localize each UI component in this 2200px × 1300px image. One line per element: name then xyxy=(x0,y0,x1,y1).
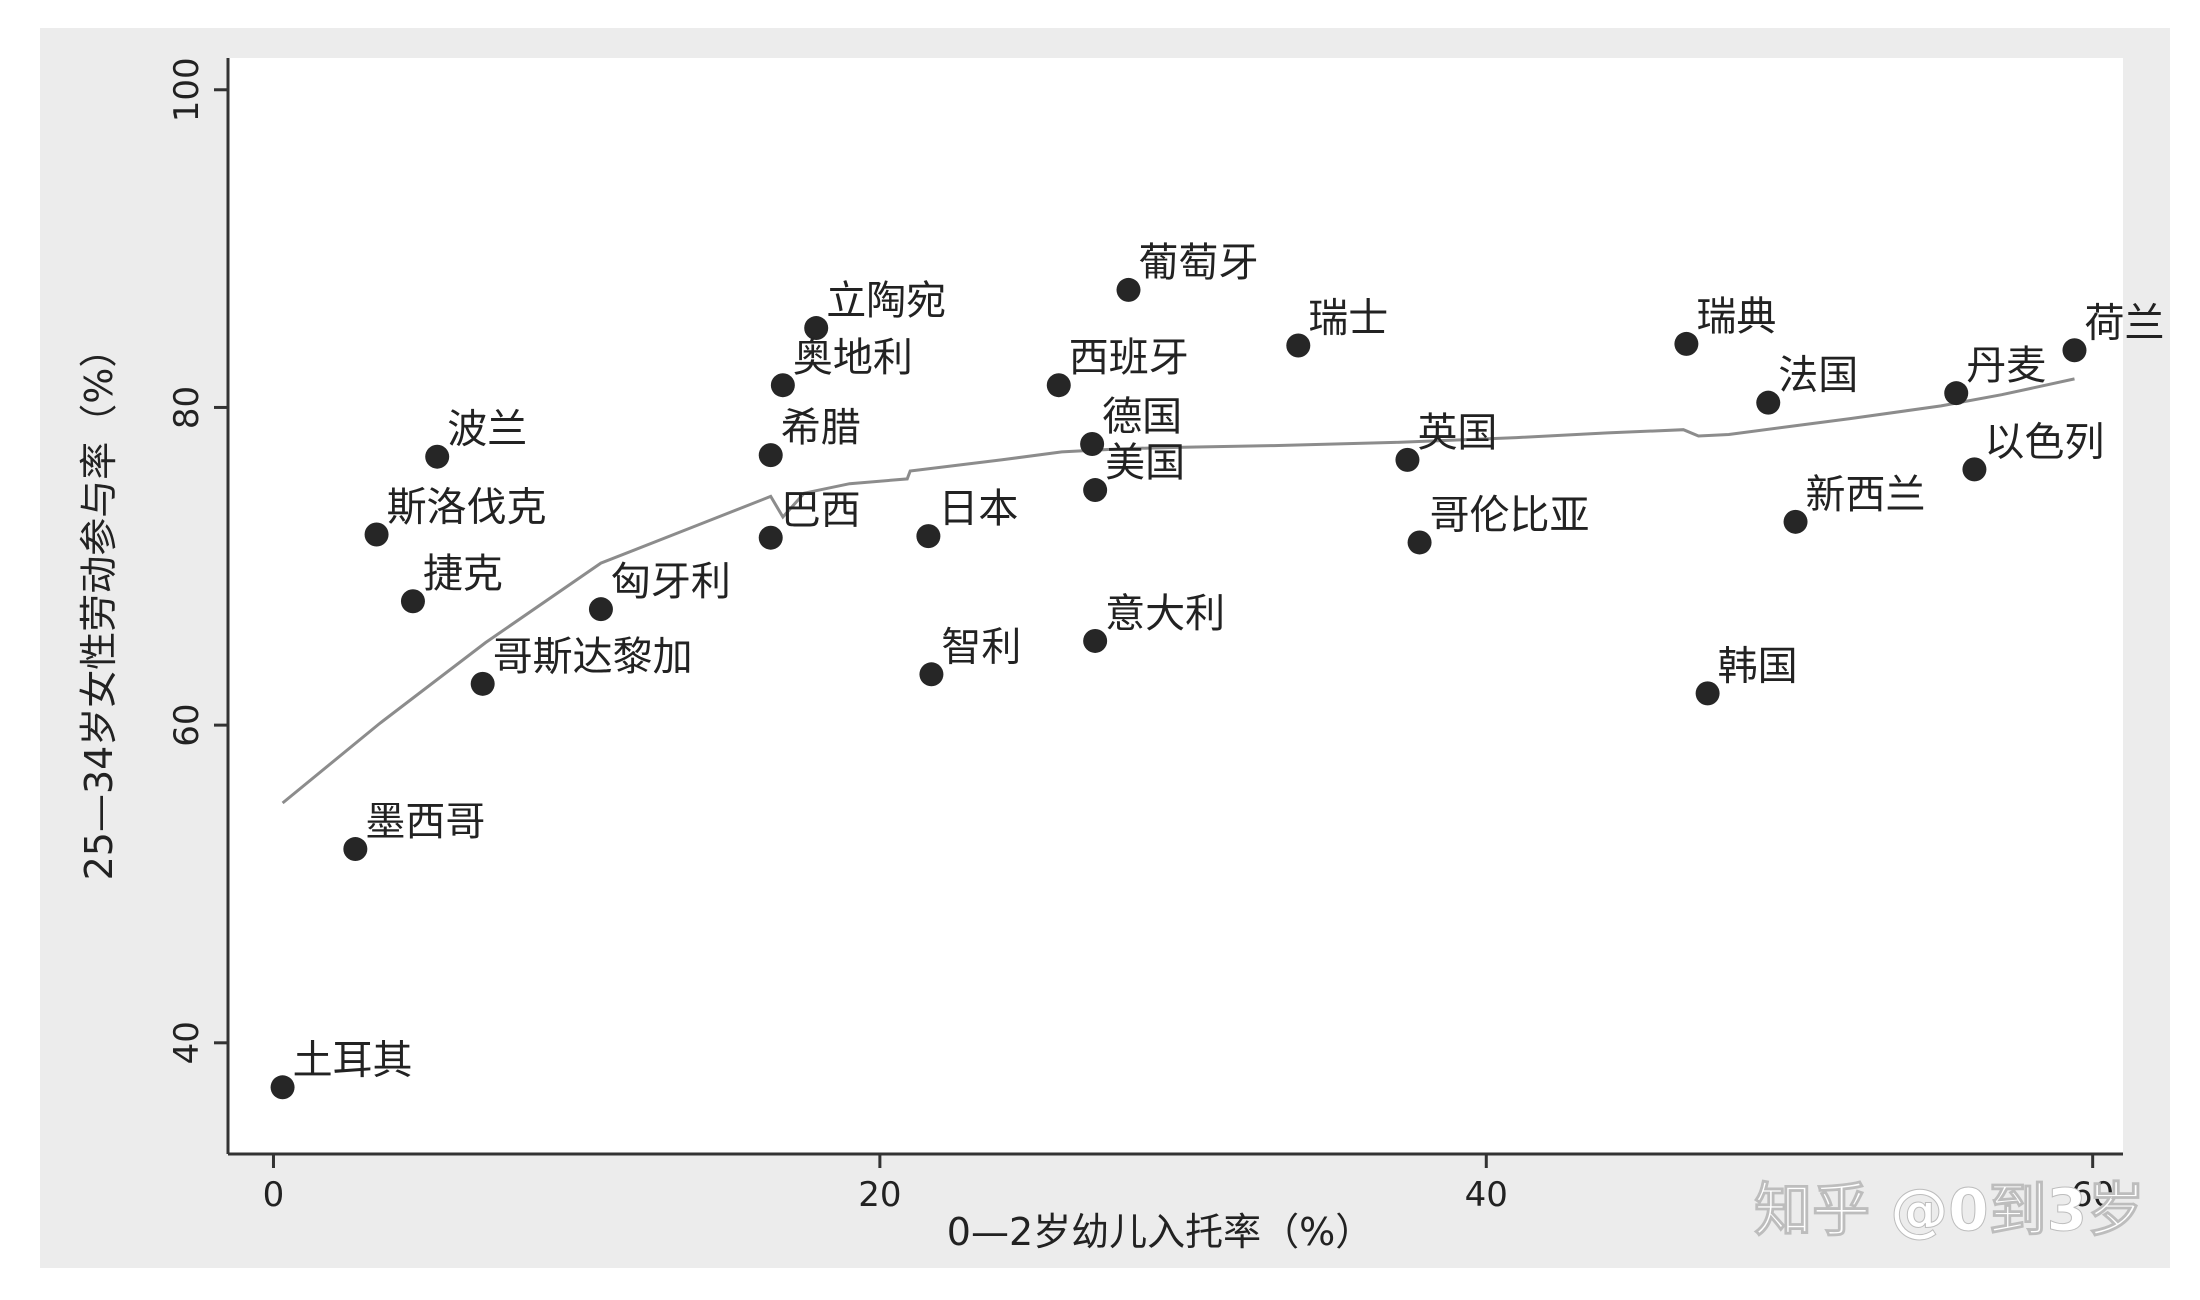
data-point-label: 智利 xyxy=(941,624,1021,670)
watermark-text: 知乎 @0到3岁 xyxy=(1754,1176,2145,1244)
y-tick-label: 100 xyxy=(167,57,207,122)
data-point xyxy=(919,662,944,687)
data-point-label: 日本 xyxy=(938,486,1018,532)
data-point xyxy=(1083,478,1108,503)
data-point xyxy=(804,316,829,341)
x-tick-label: 60 xyxy=(2071,1175,2114,1215)
data-point-label: 瑞士 xyxy=(1308,296,1388,342)
data-point-label: 土耳其 xyxy=(293,1037,413,1083)
data-point-label: 德国 xyxy=(1102,394,1182,440)
data-point xyxy=(758,525,783,550)
data-point-label: 哥伦比亚 xyxy=(1430,492,1590,538)
data-point xyxy=(1116,277,1141,302)
data-point xyxy=(1674,331,1699,356)
data-point xyxy=(270,1075,295,1100)
points-layer xyxy=(270,277,2087,1100)
data-point xyxy=(588,597,613,622)
axes-layer: 0 20 40 60 40 60 80 100 xyxy=(167,57,2123,1215)
x-tick-label: 40 xyxy=(1465,1175,1508,1215)
data-point xyxy=(1962,457,1987,482)
data-point-label: 法国 xyxy=(1778,353,1858,399)
x-tick-label: 0 xyxy=(263,1175,285,1215)
data-point-label: 巴西 xyxy=(781,488,861,534)
data-point xyxy=(343,837,368,862)
data-point-label: 韩国 xyxy=(1718,643,1798,689)
data-point-label: 新西兰 xyxy=(1806,472,1926,518)
data-point-label: 丹麦 xyxy=(1966,343,2046,389)
data-point-label: 墨西哥 xyxy=(365,799,485,845)
data-point-label: 意大利 xyxy=(1105,591,1225,637)
data-point xyxy=(400,589,425,614)
y-tick-label: 40 xyxy=(167,1021,207,1064)
data-point xyxy=(1695,681,1720,706)
data-point xyxy=(1083,628,1108,653)
data-point-label: 美国 xyxy=(1105,440,1185,486)
fit-line xyxy=(281,377,2075,805)
data-point-label: 希腊 xyxy=(781,405,861,451)
data-point xyxy=(1783,509,1808,534)
data-point-label: 西班牙 xyxy=(1069,335,1189,381)
data-point-label: 波兰 xyxy=(447,407,527,453)
data-point xyxy=(364,522,389,547)
y-tick-label: 60 xyxy=(167,703,207,746)
data-point-label: 以色列 xyxy=(1984,419,2104,465)
data-point xyxy=(758,443,783,468)
data-point xyxy=(1395,447,1420,472)
data-point xyxy=(425,444,450,469)
x-axis-title: 0—2岁幼儿入托率（%） xyxy=(947,1210,1373,1254)
data-point-label: 捷克 xyxy=(423,551,503,597)
data-point xyxy=(1046,373,1071,398)
data-point-label: 奥地利 xyxy=(793,335,913,381)
y-axis-title: 25—34岁女性劳动参与率（%） xyxy=(77,330,121,881)
data-point xyxy=(770,373,795,398)
data-point xyxy=(1756,390,1781,415)
data-point xyxy=(470,671,495,696)
data-point-label: 斯洛伐克 xyxy=(387,485,547,531)
data-point xyxy=(1080,431,1105,456)
data-point-label: 英国 xyxy=(1417,410,1497,456)
plot-area xyxy=(228,58,2123,1154)
data-point-label: 哥斯达黎加 xyxy=(493,634,693,680)
data-point-label: 瑞典 xyxy=(1696,294,1776,340)
data-point-label: 立陶宛 xyxy=(826,278,946,324)
data-point-label: 葡萄牙 xyxy=(1139,240,1259,286)
y-tick-label: 80 xyxy=(167,386,207,429)
data-point-label: 匈牙利 xyxy=(611,559,731,605)
data-point xyxy=(1407,530,1432,555)
data-point xyxy=(1944,381,1969,406)
data-point-label: 荷兰 xyxy=(2084,300,2164,346)
data-point xyxy=(916,524,941,549)
data-point xyxy=(2062,338,2087,363)
data-point xyxy=(1286,333,1311,358)
x-tick-label: 20 xyxy=(858,1175,901,1215)
fit-line-layer xyxy=(281,377,2075,805)
